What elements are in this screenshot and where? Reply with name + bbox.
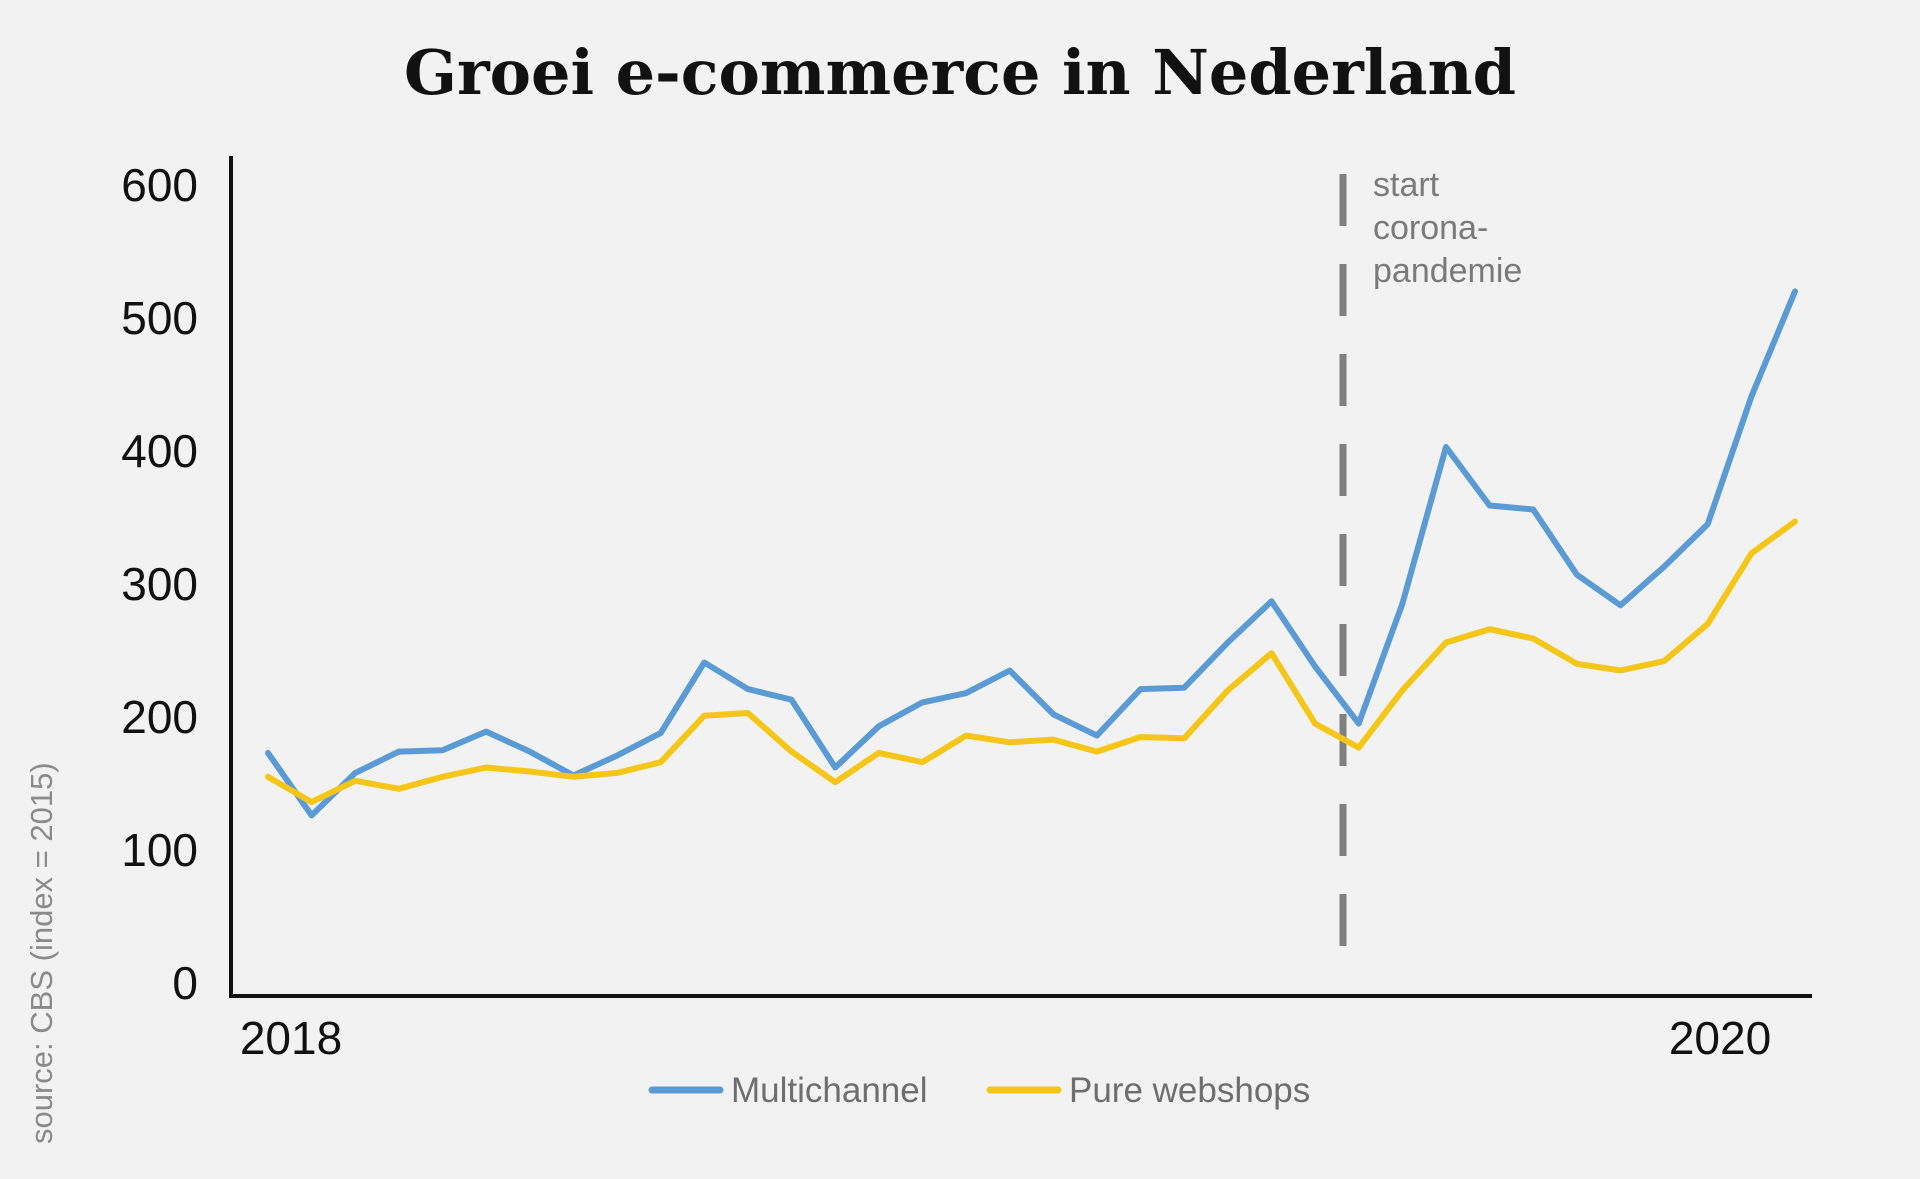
legend-item: Pure webshops	[986, 1071, 1310, 1110]
corona-annotation: start corona-pandemie	[1339, 166, 1522, 958]
chart-title: Groei e-commerce in Nederland	[404, 36, 1516, 109]
y-tick-label: 400	[121, 425, 198, 477]
x-tick-label: 2020	[1669, 1012, 1771, 1064]
y-tick-label: 200	[121, 691, 198, 743]
y-tick-label: 600	[121, 159, 198, 211]
x-tick-label: 2018	[240, 1012, 342, 1064]
legend: Multichannel Pure webshops	[648, 1071, 1310, 1110]
annotation-text-line: pandemie	[1373, 252, 1522, 290]
legend-item: Multichannel	[648, 1071, 928, 1110]
annotation-text-line: start	[1373, 166, 1440, 204]
series-lines	[265, 288, 1798, 819]
legend-label: Pure webshops	[1069, 1071, 1310, 1110]
legend-label: Multichannel	[731, 1071, 928, 1110]
series-line-multichannel	[265, 288, 1798, 819]
y-tick-label: 0	[172, 957, 198, 1009]
annotation-text-line: corona-	[1373, 209, 1488, 247]
y-tick-label: 300	[121, 558, 198, 610]
y-tick-label: 500	[121, 292, 198, 344]
x-axis-tick-labels: 2018 2020	[240, 1012, 1771, 1064]
y-tick-label: 100	[121, 824, 198, 876]
series-line-pure-webshops	[265, 518, 1798, 806]
y-axis-tick-labels: 0 100 200 300 400 500 600	[121, 159, 198, 1009]
source-label: source: CBS (index = 2015)	[24, 762, 59, 1144]
